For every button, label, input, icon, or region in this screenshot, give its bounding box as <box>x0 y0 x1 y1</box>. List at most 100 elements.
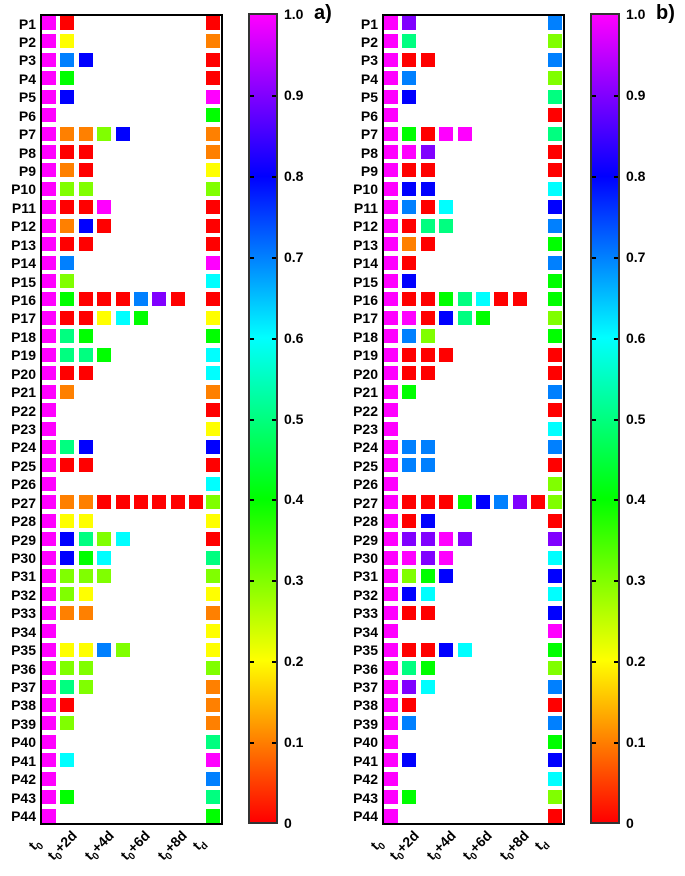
colorbar-tick-mark <box>272 175 276 178</box>
panel-label: a) <box>314 2 332 24</box>
colorbar-tick-mark <box>592 337 596 340</box>
heatmap-cell <box>42 716 56 731</box>
row-label: P10 <box>11 181 36 198</box>
heatmap-cell <box>206 734 220 749</box>
heatmap-cell <box>384 310 398 325</box>
heatmap-cell <box>402 310 417 325</box>
heatmap-cell <box>402 237 417 252</box>
row-label: P20 <box>11 365 36 382</box>
heatmap-cell <box>384 255 398 270</box>
heatmap-cell <box>206 329 220 344</box>
heatmap-cell <box>78 126 93 141</box>
heatmap-cell <box>384 790 398 805</box>
heatmap-cell <box>206 366 220 381</box>
colorbar-tick-mark <box>250 337 254 340</box>
heatmap-cell <box>548 495 562 510</box>
heatmap-cell <box>548 771 562 786</box>
colorbar-tick-label: 0.4 <box>626 491 646 508</box>
colorbar-tick-mark <box>614 418 618 421</box>
row-label: P36 <box>353 660 378 677</box>
heatmap-cell <box>206 274 220 289</box>
row-label: P12 <box>11 218 36 235</box>
heatmap-cell <box>134 310 148 325</box>
heatmap-cell <box>78 52 93 67</box>
heatmap-cell <box>42 126 56 141</box>
heatmap-cell <box>384 421 398 436</box>
heatmap-cell <box>402 384 417 399</box>
heatmap-cell <box>420 587 435 602</box>
heatmap-cell <box>548 476 562 491</box>
heatmap-cell <box>42 71 56 86</box>
heatmap-cell <box>548 605 562 620</box>
colorbar-tick-mark <box>250 94 254 97</box>
colorbar-tick-label: 0.7 <box>284 248 304 265</box>
heatmap-cell <box>42 532 56 547</box>
row-label: P37 <box>353 679 378 696</box>
heatmap-cell <box>402 550 417 565</box>
colorbar-tick-mark <box>272 94 276 97</box>
heatmap-cell <box>457 532 472 547</box>
row-label: P5 <box>360 89 378 106</box>
colorbar-tick-mark <box>614 661 618 664</box>
row-label: P15 <box>11 273 36 290</box>
heatmap-cell <box>42 237 56 252</box>
heatmap-cell <box>60 384 75 399</box>
row-label: P13 <box>11 236 36 253</box>
row-label: P1 <box>360 15 378 32</box>
heatmap-cell <box>384 495 398 510</box>
row-label: P7 <box>18 126 36 143</box>
heatmap-cell <box>42 808 56 823</box>
x-tick-label: t0+8d <box>496 827 533 864</box>
heatmap-cell <box>206 587 220 602</box>
row-label: P44 <box>11 808 36 825</box>
row-label: P4 <box>18 70 36 87</box>
heatmap-cell <box>42 697 56 712</box>
heatmap-cell <box>42 329 56 344</box>
heatmap-cell <box>384 587 398 602</box>
heatmap-cell <box>42 568 56 583</box>
heatmap-cell <box>78 310 93 325</box>
heatmap-cell <box>548 550 562 565</box>
row-label: P25 <box>11 457 36 474</box>
heatmap-cell <box>548 274 562 289</box>
colorbar-tick-label: 0.4 <box>284 491 304 508</box>
heatmap-cell <box>60 550 75 565</box>
heatmap-cell <box>420 145 435 160</box>
heatmap-cell <box>384 550 398 565</box>
colorbar-tick-label: 0.1 <box>626 734 646 751</box>
heatmap-cell <box>548 642 562 657</box>
heatmap-cell <box>206 458 220 473</box>
heatmap-cell <box>60 661 75 676</box>
heatmap-cell <box>420 439 435 454</box>
heatmap-cell <box>548 661 562 676</box>
heatmap-cell <box>60 716 75 731</box>
heatmap-cell <box>206 347 220 362</box>
heatmap-cell <box>78 661 93 676</box>
heatmap-cell <box>476 495 490 510</box>
heatmap-cell <box>60 605 75 620</box>
heatmap-cell <box>548 421 562 436</box>
row-label: P26 <box>11 476 36 493</box>
heatmap-cell <box>78 163 93 178</box>
heatmap-cell <box>42 200 56 215</box>
heatmap-cell <box>548 808 562 823</box>
heatmap-cell <box>384 568 398 583</box>
heatmap-cell <box>206 145 220 160</box>
row-label: P38 <box>353 697 378 714</box>
row-label: P4 <box>360 70 378 87</box>
heatmap-cell <box>60 329 75 344</box>
heatmap-cell <box>384 292 398 307</box>
heatmap-cell <box>60 495 75 510</box>
row-label: P23 <box>353 421 378 437</box>
colorbar-tick-mark <box>592 742 596 745</box>
panel-label: b) <box>656 2 675 24</box>
row-label: P43 <box>353 789 378 806</box>
heatmap-cell <box>170 292 185 307</box>
heatmap-cell <box>384 274 398 289</box>
heatmap-cell <box>115 292 130 307</box>
heatmap-cell <box>420 458 435 473</box>
heatmap-cell <box>42 89 56 104</box>
colorbar-tick-mark <box>272 256 276 259</box>
heatmap-cell <box>206 89 220 104</box>
heatmap-cell <box>206 716 220 731</box>
